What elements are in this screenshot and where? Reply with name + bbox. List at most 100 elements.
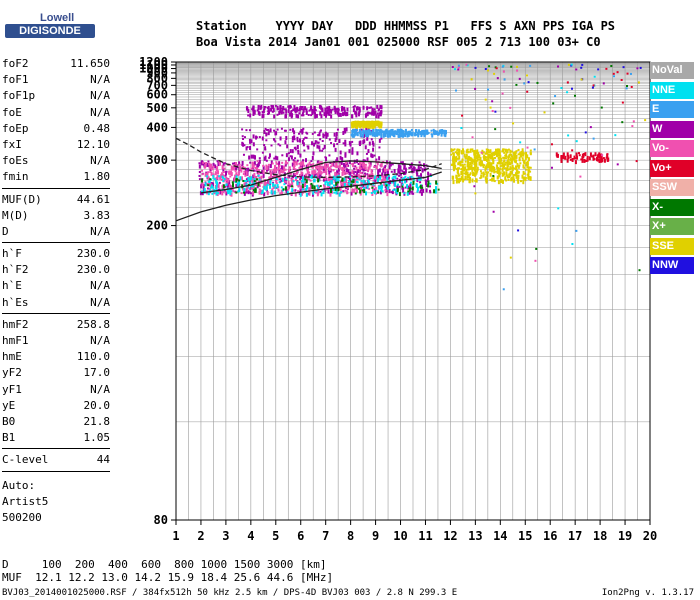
echo-point bbox=[419, 132, 422, 135]
echo-point bbox=[287, 106, 290, 109]
echo-point bbox=[275, 169, 278, 172]
echo-point bbox=[590, 155, 593, 158]
echo-point bbox=[279, 108, 282, 113]
echo-point bbox=[215, 187, 218, 192]
echo-point bbox=[256, 109, 259, 112]
echo-point bbox=[420, 184, 423, 189]
param-value: 11.650 bbox=[70, 57, 110, 70]
echo-point bbox=[502, 172, 505, 175]
echo-point bbox=[357, 162, 360, 165]
echo-point bbox=[328, 177, 331, 182]
echo-point bbox=[210, 168, 213, 171]
echo-point bbox=[272, 185, 275, 190]
echo-point bbox=[245, 106, 248, 111]
echo-point bbox=[415, 184, 418, 189]
echo-point bbox=[294, 107, 297, 112]
echo-point bbox=[460, 150, 463, 155]
echo-point bbox=[372, 111, 375, 116]
echo-point bbox=[342, 130, 345, 135]
echo-point bbox=[284, 176, 287, 181]
echo-point bbox=[382, 131, 385, 134]
echo-point bbox=[279, 192, 282, 195]
param-row: h`F 230.0 bbox=[2, 246, 110, 262]
echo-point bbox=[294, 176, 297, 179]
echo-point bbox=[463, 153, 466, 158]
auto-artist: Artist5 bbox=[2, 495, 49, 508]
echo-point bbox=[455, 151, 458, 154]
echo-point bbox=[501, 167, 504, 172]
echo-point bbox=[382, 178, 385, 181]
echo-point bbox=[209, 178, 212, 181]
echo-point bbox=[227, 178, 230, 183]
echo-point bbox=[353, 167, 356, 170]
echo-point bbox=[470, 165, 473, 170]
echo-point bbox=[356, 131, 359, 136]
echo-point bbox=[356, 106, 359, 111]
echo-point bbox=[368, 187, 371, 190]
echo-point bbox=[215, 169, 218, 172]
echo-point bbox=[320, 165, 323, 170]
echo-point bbox=[419, 184, 422, 189]
echo-point bbox=[507, 178, 510, 181]
y-tick-label: 400 bbox=[146, 120, 168, 134]
param-row: yF1 N/A bbox=[2, 382, 110, 398]
echo-point bbox=[515, 65, 518, 68]
echo-point bbox=[477, 152, 480, 157]
echo-point bbox=[359, 167, 362, 170]
echo-point bbox=[467, 156, 470, 159]
echo-point bbox=[221, 191, 224, 194]
param-name: foF1p bbox=[2, 89, 36, 103]
echo-point bbox=[239, 176, 242, 181]
echo-point bbox=[337, 167, 340, 172]
x-tick-label: 11 bbox=[418, 529, 432, 543]
legend-item-ssw: SSW bbox=[650, 179, 694, 196]
echo-point bbox=[284, 160, 287, 165]
echo-point bbox=[322, 147, 325, 150]
echo-point bbox=[380, 187, 383, 192]
echo-point bbox=[471, 178, 474, 183]
echo-point bbox=[337, 172, 340, 177]
echo-point bbox=[498, 173, 501, 178]
echo-point bbox=[386, 186, 389, 189]
echo-point bbox=[368, 141, 371, 146]
echo-point bbox=[474, 87, 477, 90]
echo-point bbox=[362, 159, 365, 162]
echo-point bbox=[410, 187, 413, 190]
echo-point bbox=[424, 181, 427, 186]
echo-point bbox=[460, 127, 463, 130]
echo-point bbox=[509, 166, 512, 171]
echo-point bbox=[328, 184, 331, 187]
echo-point bbox=[267, 108, 270, 111]
echo-point bbox=[340, 191, 343, 194]
echo-point bbox=[292, 189, 295, 192]
logo-product: DIGISONDE bbox=[5, 24, 95, 38]
echo-point bbox=[357, 174, 360, 177]
echo-point bbox=[379, 104, 382, 109]
echo-point bbox=[206, 162, 209, 167]
echo-point bbox=[386, 187, 389, 190]
echo-point bbox=[425, 131, 428, 134]
echo-point bbox=[404, 167, 407, 170]
param-name: h`Es bbox=[2, 295, 29, 309]
echo-point bbox=[274, 184, 277, 187]
legend-item-nnw: NNW bbox=[650, 257, 694, 274]
echo-point bbox=[377, 133, 380, 136]
param-name: MUF(D) bbox=[2, 192, 42, 206]
echo-point bbox=[509, 171, 512, 176]
echo-point bbox=[494, 148, 497, 151]
echo-point bbox=[487, 69, 490, 72]
echo-point bbox=[243, 191, 246, 196]
param-name: C-level bbox=[2, 453, 49, 467]
echo-point bbox=[411, 167, 414, 172]
echo-point bbox=[584, 131, 587, 134]
echo-point bbox=[404, 128, 407, 133]
echo-point bbox=[253, 161, 256, 166]
echo-point bbox=[370, 175, 373, 178]
echo-point bbox=[355, 180, 358, 183]
echo-point bbox=[269, 164, 272, 169]
echo-point bbox=[373, 177, 376, 180]
echo-point bbox=[603, 158, 606, 163]
echo-point bbox=[257, 162, 260, 167]
echo-point bbox=[296, 181, 299, 186]
echo-point bbox=[202, 184, 205, 189]
